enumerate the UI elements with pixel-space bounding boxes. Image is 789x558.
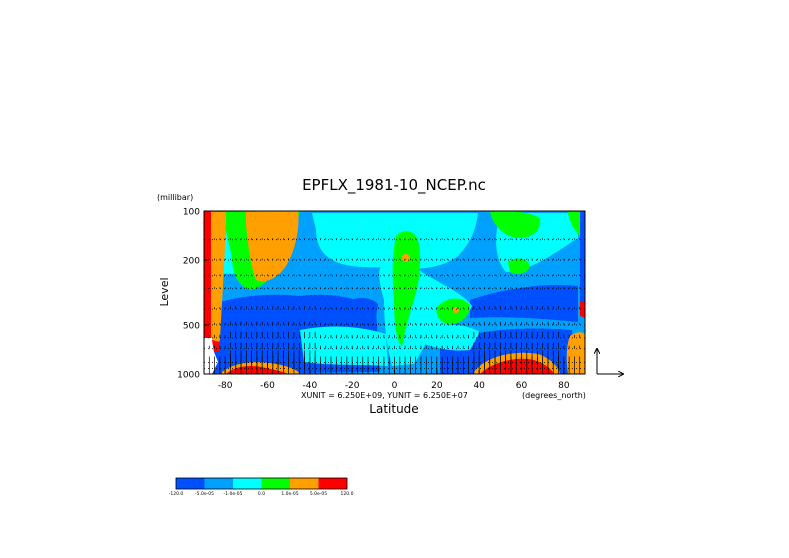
neg-strong-tropics xyxy=(352,297,378,317)
x-tick-label: 0 xyxy=(392,381,398,391)
x-tick-label: -40 xyxy=(302,381,317,391)
colorbar-swatch xyxy=(261,478,290,489)
colorbar-frame xyxy=(175,477,348,490)
y-tick-label: 500 xyxy=(183,321,200,331)
colorbar-swatch xyxy=(233,478,262,489)
y-units-label: (millibar) xyxy=(157,193,193,202)
orange-east-lower xyxy=(566,332,585,374)
x-tick-label: -20 xyxy=(345,381,360,391)
red-surface-north xyxy=(480,358,554,374)
colorbar: -120.0 -5.0e-05 -1.0e-05 0.0 1.0e-05 5.0e-05 1… xyxy=(169,477,354,497)
x-tick-label: 60 xyxy=(516,381,528,391)
colorbar-label: -120.0 xyxy=(169,491,184,497)
x-tick-label: 40 xyxy=(473,381,485,391)
red-corner-patch xyxy=(212,340,220,352)
vector-reference-key xyxy=(597,349,623,374)
x-tick-label: 80 xyxy=(558,381,570,391)
colorbar-swatch xyxy=(290,478,319,489)
blue-north-edge xyxy=(580,211,585,301)
y-axis-label: Level xyxy=(158,277,171,306)
colorbar-label: 5.0e-05 xyxy=(310,491,327,497)
orange-far-south xyxy=(210,212,226,350)
y-tick-label: 200 xyxy=(183,257,200,267)
x-axis-ticks: -80 -60 -40 -20 0 20 40 60 80 xyxy=(218,370,570,391)
scale-note: XUNIT = 6.250E+09, YUNIT = 6.250E+07 xyxy=(301,391,468,400)
chart-title: EPFLX_1981-10_NCEP.nc xyxy=(302,176,486,195)
y-tick-label: 1000 xyxy=(177,371,200,381)
neg-strong-north-upper xyxy=(470,284,578,322)
x-tick-label: 20 xyxy=(431,381,443,391)
red-north-edge xyxy=(580,300,585,318)
x-axis-label: Latitude xyxy=(369,402,418,416)
colorbar-swatch xyxy=(318,478,347,489)
colorbar-swatch xyxy=(176,478,205,489)
colorbar-label: 0.0 xyxy=(258,491,265,497)
ep-flux-vectors xyxy=(208,238,581,374)
orange-equator-spot xyxy=(402,254,410,262)
y-axis-ticks: 100 200 500 1000 xyxy=(177,208,208,381)
green-subtropic xyxy=(436,298,470,325)
colorbar-label: -5.0e-05 xyxy=(195,491,214,497)
y-tick-label: 100 xyxy=(183,208,200,218)
colorbar-label: 120.0 xyxy=(341,491,354,497)
orange-upper-south xyxy=(246,211,299,282)
plot-area: -80 -60 -40 -20 0 20 40 60 80 100 200 500 1000 xyxy=(177,208,586,391)
cyan-upper-center xyxy=(312,213,478,269)
colorbar-label: 1.0e-05 xyxy=(281,491,298,497)
green-north-patch xyxy=(508,258,530,274)
x-tick-label: -60 xyxy=(260,381,275,391)
colorbar-swatch xyxy=(204,478,233,489)
red-south-edge xyxy=(204,211,211,374)
x-tick-label: -80 xyxy=(218,381,233,391)
cyan-lower-center xyxy=(300,326,388,366)
orange-subtropic-spot xyxy=(453,307,459,313)
green-north-upper xyxy=(490,211,541,238)
x-units-label: (degrees_north) xyxy=(522,391,586,400)
colorbar-label: -1.0e-05 xyxy=(224,491,243,497)
